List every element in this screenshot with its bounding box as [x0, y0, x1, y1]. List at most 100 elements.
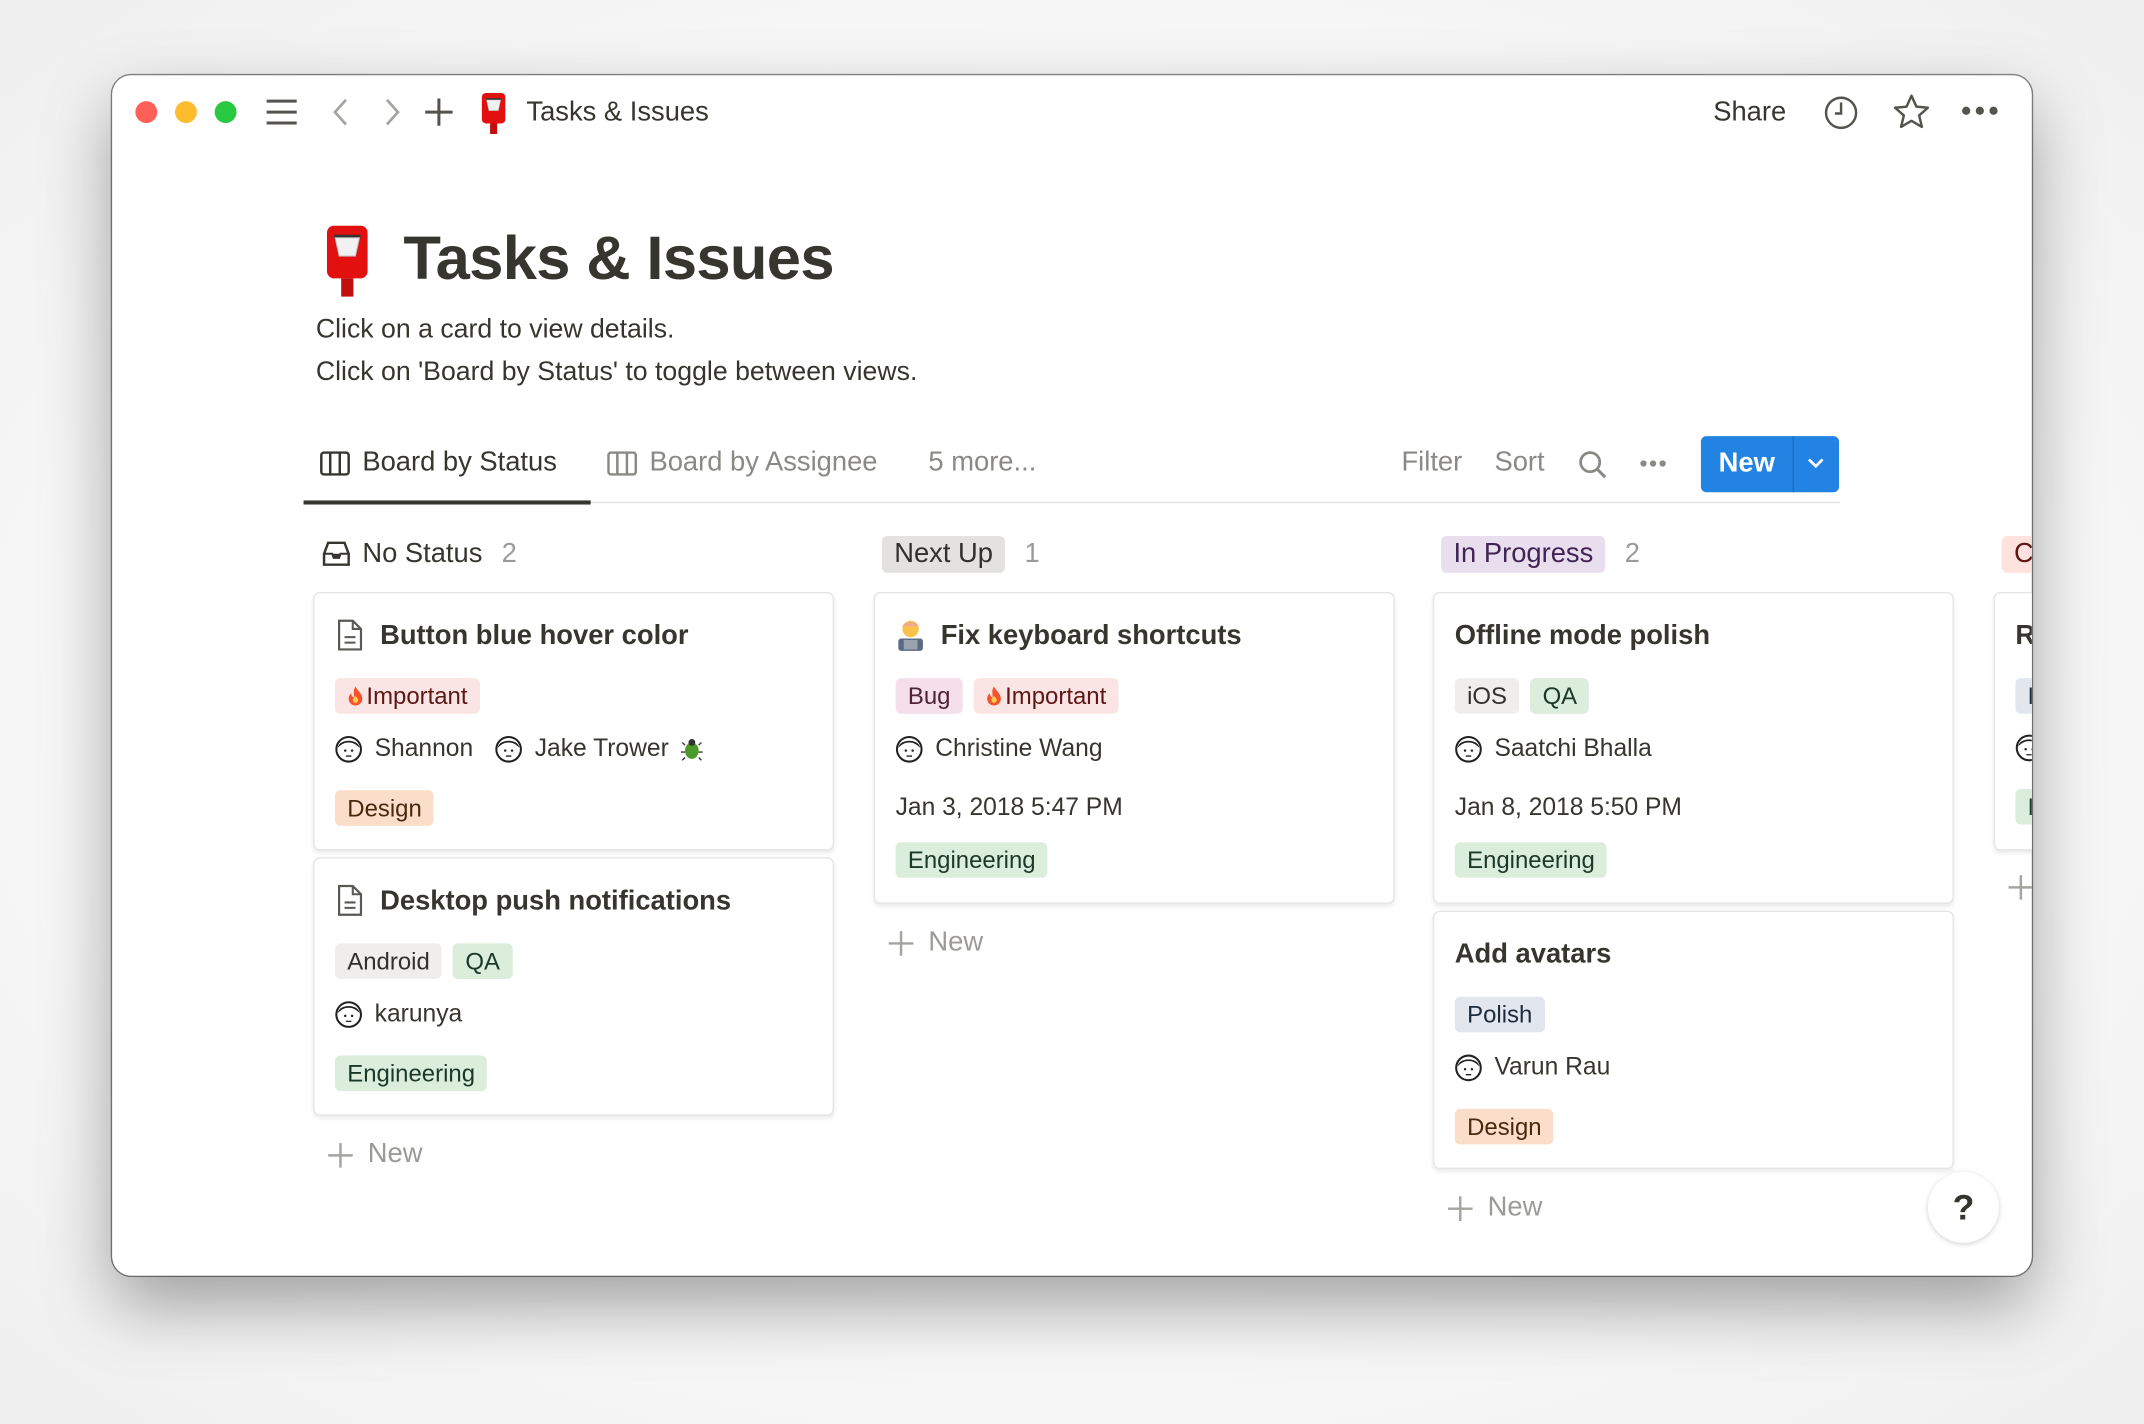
more-views-tab[interactable]: 5 more...	[928, 447, 1037, 478]
plus-icon	[888, 930, 914, 956]
card-title-text: R	[2015, 620, 2031, 651]
divider	[1792, 436, 1794, 493]
active-tab-indicator	[303, 500, 591, 505]
tag-label: P	[2028, 682, 2032, 709]
card-title: Fix keyboard shortcuts	[896, 618, 1394, 654]
task-card[interactable]: R P E	[1993, 592, 2032, 851]
search-icon[interactable]	[1578, 450, 1608, 480]
board-column: No Status 2 Button blue hover color Importa…	[313, 535, 835, 1169]
back-icon[interactable]	[331, 97, 350, 127]
tag: Important	[973, 678, 1119, 714]
column-name: C	[2001, 535, 2032, 573]
star-icon[interactable]	[1892, 93, 1930, 131]
task-card[interactable]: Button blue hover color Important Shannon J…	[313, 592, 835, 851]
chevron-down-icon[interactable]	[1805, 454, 1827, 473]
assignee: Jake Trower	[495, 734, 703, 763]
tag: QA	[453, 943, 513, 979]
fire-icon	[348, 686, 363, 706]
inbox-icon	[322, 541, 350, 566]
assignee-name: Shannon	[374, 734, 474, 762]
board-column: C R P E	[1993, 535, 2032, 900]
card-title-text: Desktop push notifications	[380, 885, 732, 916]
add-new-card-button[interactable]	[2007, 874, 2032, 901]
due-date: Jan 3, 2018 5:47 PM	[895, 793, 1123, 821]
tag: Polish	[1454, 996, 1545, 1033]
filter-button[interactable]: Filter	[1401, 447, 1463, 478]
add-new-card-button[interactable]: New	[327, 1139, 423, 1170]
tab-label: Board by Status	[362, 447, 557, 478]
team-tag-row: E	[2015, 788, 2032, 825]
tag-label: QA	[1542, 682, 1578, 710]
task-card[interactable]: Desktop push notifications Android QA karun…	[313, 857, 835, 1116]
minimize-window-button[interactable]	[175, 101, 197, 124]
page-icon	[337, 619, 363, 651]
column-count: 2	[501, 538, 517, 569]
avatar-icon	[2015, 734, 2032, 762]
assignee: Saatchi Bhalla	[1455, 734, 1652, 763]
plus-icon[interactable]	[424, 97, 454, 127]
more-icon[interactable]	[1961, 105, 1999, 116]
help-button[interactable]: ?	[1927, 1171, 1999, 1243]
avatar-icon	[1455, 1053, 1482, 1081]
clock-icon[interactable]	[1824, 96, 1858, 130]
avatar-icon	[895, 735, 923, 762]
assignee-name: karunya	[374, 999, 463, 1027]
share-button[interactable]: Share	[1713, 97, 1787, 128]
column-header[interactable]: Next Up 1	[881, 535, 1395, 573]
card-title: Desktop push notifications	[335, 883, 833, 919]
team-tag: Engineering	[334, 1055, 488, 1092]
team-tag: E	[2015, 788, 2032, 825]
sort-button[interactable]: Sort	[1494, 447, 1545, 478]
tag-label: Polish	[1467, 1000, 1533, 1029]
assignee: Shannon	[335, 734, 473, 763]
avatar-icon	[335, 1000, 362, 1028]
board-column: In Progress 2 Offline mode polish iOS QA Saat…	[1432, 535, 1954, 1222]
page-icon-postbox[interactable]	[317, 225, 377, 297]
tab-board-by-status[interactable]: Board by Status	[320, 447, 557, 478]
description-line: Click on a card to view details.	[315, 314, 675, 345]
assignee: karunya	[335, 999, 462, 1028]
tab-board-by-assignee[interactable]: Board by Assignee	[607, 447, 878, 478]
column-header[interactable]: In Progress 2	[1441, 535, 1954, 573]
tag-label: iOS	[1467, 682, 1508, 710]
team-tag-row: Design	[334, 790, 833, 826]
column-header[interactable]: C	[2001, 535, 2032, 573]
team-tag: Design	[334, 790, 435, 826]
assignees	[2015, 734, 2032, 762]
app-window: Tasks & Issues Share Tasks & Issues Clic…	[112, 75, 2032, 1276]
tag-label: Important	[366, 682, 468, 710]
column-header[interactable]: No Status 2	[321, 535, 834, 573]
assignee	[2015, 734, 2032, 762]
forward-icon[interactable]	[383, 97, 402, 127]
zoom-window-button[interactable]	[214, 101, 237, 124]
team-tag-row: Design	[1454, 1108, 1953, 1145]
assignees: Shannon Jake Trower	[335, 734, 833, 763]
team-tag-row: Engineering	[895, 842, 1394, 878]
column-name: In Progress	[1441, 535, 1606, 573]
assignees: Varun Rau	[1455, 1053, 1953, 1082]
assignee-name: Jake Trower	[534, 734, 669, 762]
task-card[interactable]: Offline mode polish iOS QA Saatchi Bhalla Ja…	[1432, 592, 1954, 904]
tag-list: Android QA	[334, 943, 833, 979]
tag-label: QA	[465, 947, 500, 975]
task-card[interactable]: Add avatars Polish Varun Rau Design	[1432, 910, 1954, 1170]
assignee: Varun Rau	[1455, 1053, 1610, 1082]
page-title[interactable]: Tasks & Issues	[403, 222, 834, 293]
view-options-icon[interactable]	[1639, 459, 1666, 467]
tag: Android	[334, 943, 443, 979]
close-window-button[interactable]	[135, 101, 158, 124]
task-card[interactable]: Fix keyboard shortcuts Bug Important Christ…	[873, 592, 1395, 904]
window-title: Tasks & Issues	[526, 97, 709, 128]
add-new-card-button[interactable]: New	[1447, 1192, 1542, 1223]
add-new-card-button[interactable]: New	[887, 927, 983, 958]
board-column: Next Up 1 Fix keyboard shortcuts Bug Importa…	[873, 535, 1395, 957]
add-new-label: New	[367, 1138, 423, 1170]
technologist-icon	[898, 620, 923, 651]
new-button[interactable]: New	[1718, 448, 1775, 479]
menu-icon[interactable]	[265, 97, 298, 127]
team-tag: Engineering	[1454, 842, 1608, 878]
tag-list: iOS QA	[1454, 678, 1953, 714]
plus-icon	[1447, 1195, 1473, 1221]
avatar-icon	[1455, 735, 1482, 762]
